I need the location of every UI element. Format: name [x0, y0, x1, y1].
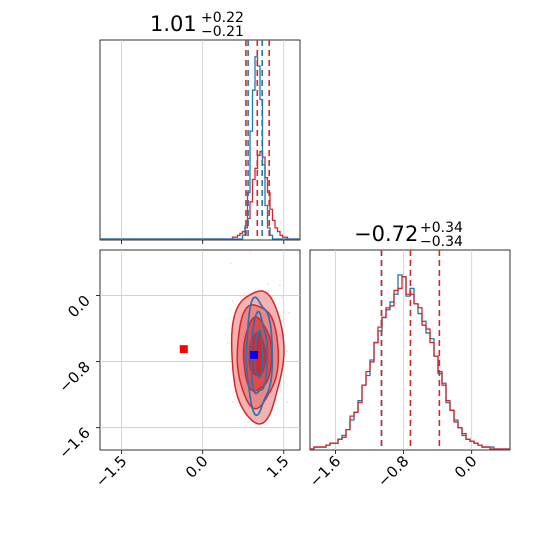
scatter-ytick-label-1: −0.8 [55, 358, 93, 396]
scatter-xtick-label-0: −1.5 [92, 452, 130, 490]
scatter-sample-point [286, 401, 289, 403]
scatter-ytick-label-0: 0.0 [64, 292, 94, 322]
right-hist-title-minus: −0.34 [420, 234, 463, 250]
contour-a-level-0 [245, 296, 274, 417]
right-hist-bars [310, 274, 510, 450]
marker-series-b-point [179, 345, 188, 354]
top-hist-frame [99, 39, 301, 241]
scatter-xtick-label-1: 0.0 [182, 452, 212, 482]
top-hist-title-plus: +0.22 [201, 10, 244, 26]
right-hist-xtick-label-0: −1.6 [306, 452, 344, 490]
right-hist-xtick-label-2: 0.0 [451, 452, 481, 482]
top-histogram-panel: 1.01 +0.22 −0.21 [99, 10, 301, 244]
top-hist-bars [100, 56, 300, 240]
right-hist-series-b [310, 276, 510, 450]
right-hist-grid [335, 250, 473, 450]
right-hist-quantile-lines [380, 250, 441, 450]
right-hist-title-value: −0.72 [354, 222, 418, 246]
top-hist-ticks [121, 240, 285, 244]
scatter-panel: −1.5 0.0 1.5 0.0 −0.8 −1.6 [55, 249, 301, 491]
scatter-sample-point [285, 350, 288, 353]
scatter-sample-point [232, 300, 234, 303]
top-hist-title-minus: −0.21 [201, 24, 244, 40]
right-hist-xtick-label-1: −0.8 [374, 452, 412, 490]
top-hist-title-value: 1.01 [150, 12, 197, 36]
scatter-sample-point [280, 381, 282, 383]
scatter-sample-point [227, 342, 229, 344]
scatter-sample-point [279, 390, 282, 392]
scatter-markers [179, 345, 259, 359]
scatter-ytick-label-2: −1.6 [55, 424, 93, 462]
top-hist-quantile-lines [245, 40, 270, 240]
scatter-sample-point [249, 250, 252, 252]
right-histogram-panel: −1.6 −0.8 0.0 −0.72 +0.34 −0.34 [306, 220, 511, 491]
scatter-sample-point [267, 289, 270, 292]
scatter-sample-point [229, 262, 232, 265]
right-hist-ticks: −1.6 −0.8 0.0 [306, 450, 481, 491]
top-hist-grid [121, 40, 285, 240]
scatter-sample-point [267, 283, 269, 286]
scatter-sample-point [279, 284, 281, 287]
marker-series-a-point [250, 350, 259, 359]
top-hist-series-a [100, 56, 300, 240]
scatter-sample-point [232, 401, 234, 404]
scatter-sample-point [288, 311, 291, 314]
right-hist-title-plus: +0.34 [420, 220, 463, 236]
scatter-xtick-label-2: 1.5 [263, 452, 293, 482]
scatter-sample-point [271, 296, 274, 299]
scatter-sample-point [281, 296, 284, 298]
